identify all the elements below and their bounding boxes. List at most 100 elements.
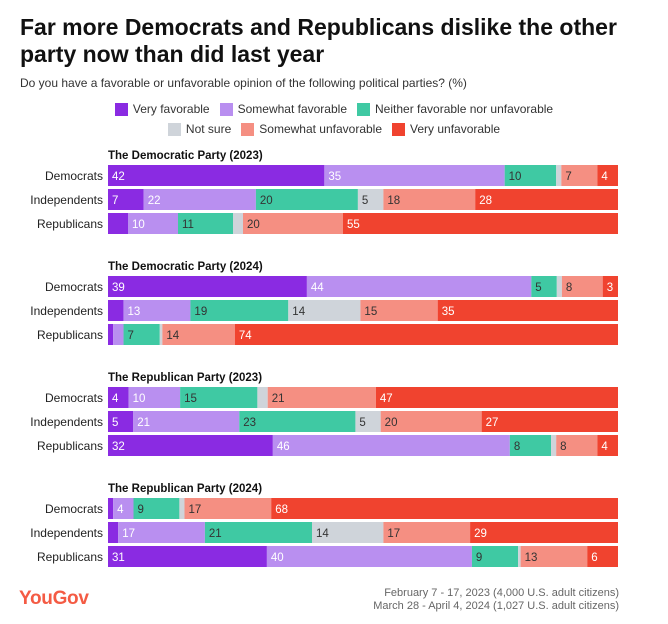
- data-label: 29: [474, 528, 487, 540]
- data-label: 7: [112, 195, 118, 207]
- data-label: 74: [239, 330, 252, 342]
- data-label: 39: [112, 282, 125, 294]
- data-label: 5: [362, 195, 368, 207]
- bar-segment: [556, 276, 562, 297]
- data-label: 21: [272, 393, 285, 405]
- bar-segment: [375, 387, 618, 408]
- legend-item-very-unfavorable: Very unfavorable: [392, 122, 500, 136]
- bar-segment: [255, 189, 358, 210]
- bar-segment: [143, 189, 256, 210]
- row-label: Independents: [30, 415, 103, 429]
- source-line: March 28 - April 4, 2024 (1,027 U.S. adu…: [373, 600, 619, 612]
- data-label: 5: [359, 417, 365, 429]
- legend-label: Very favorable: [132, 102, 210, 116]
- legend-swatch: [357, 102, 370, 116]
- data-label: 55: [347, 219, 360, 231]
- data-label: 28: [479, 195, 492, 207]
- bar-segment: [243, 213, 343, 234]
- data-label: 14: [316, 528, 329, 540]
- bar-segment: [108, 165, 325, 186]
- data-label: 6: [591, 552, 597, 564]
- data-label: 20: [247, 219, 260, 231]
- data-label: 4: [117, 504, 124, 516]
- data-label: 5: [535, 282, 541, 294]
- bar-segment: [234, 324, 619, 345]
- row-label: Democrats: [45, 169, 103, 183]
- row-label: Independents: [30, 304, 103, 318]
- data-label: 10: [133, 393, 146, 405]
- legend-label: Very unfavorable: [410, 122, 501, 136]
- row-label: Republicans: [37, 550, 103, 564]
- data-label: 15: [184, 393, 197, 405]
- bar-segment: [108, 300, 124, 321]
- bar-segment: [190, 300, 289, 321]
- data-label: 46: [277, 441, 290, 453]
- bar-segment: [520, 546, 588, 567]
- bar-segment: [272, 435, 510, 456]
- data-label: 11: [182, 219, 194, 231]
- bar-segment: [133, 411, 240, 432]
- data-label: 9: [138, 504, 144, 516]
- data-label: 7: [128, 330, 134, 342]
- bar-segment: [504, 165, 557, 186]
- data-label: 14: [292, 306, 305, 318]
- data-label: 17: [122, 528, 135, 540]
- legend-item-somewhat-unfavorable: Somewhat unfavorable: [241, 122, 382, 136]
- bar-segment: [180, 387, 258, 408]
- row-label: Independents: [30, 526, 103, 540]
- bar-segment: [113, 498, 134, 519]
- bar-segment: [551, 435, 557, 456]
- data-label: 68: [275, 504, 288, 516]
- source-note: February 7 - 17, 2023 (4,000 U.S. adult …: [373, 587, 619, 613]
- data-label: 17: [387, 528, 400, 540]
- bar-segment: [481, 411, 618, 432]
- bar-segment: [355, 411, 381, 432]
- bar-segment: [383, 189, 476, 210]
- legend-swatch: [241, 122, 255, 136]
- data-label: 23: [243, 417, 256, 429]
- bar-segment: [178, 213, 233, 234]
- bar-segment: [360, 300, 438, 321]
- data-label: 35: [328, 171, 341, 183]
- row-label: Democrats: [45, 280, 103, 294]
- data-label: 42: [112, 171, 125, 183]
- bar-segment: [312, 522, 384, 543]
- bar-segment: [128, 387, 181, 408]
- data-label: 18: [387, 195, 400, 207]
- data-label: 4: [601, 171, 608, 183]
- bar-segment: [597, 165, 618, 186]
- legend-swatch: [392, 122, 406, 136]
- data-label: 21: [137, 417, 150, 429]
- data-label: 7: [565, 171, 571, 183]
- data-label: 20: [260, 195, 273, 207]
- data-label: 13: [127, 306, 140, 318]
- bar-segment: [108, 189, 144, 210]
- bar-segment: [556, 435, 598, 456]
- bar-segment: [108, 213, 128, 234]
- row-label: Democrats: [45, 391, 103, 405]
- data-label: 9: [476, 552, 482, 564]
- bar-segment: [162, 324, 235, 345]
- bar-segment: [257, 387, 268, 408]
- legend-item-somewhat-favorable: Somewhat favorable: [219, 102, 347, 116]
- bar-segment: [475, 189, 618, 210]
- bar-segment: [587, 546, 618, 567]
- data-label: 10: [132, 219, 145, 231]
- bar-segment: [471, 546, 519, 567]
- legend-item-very-favorable: Very favorable: [114, 102, 210, 116]
- bar-segment: [306, 276, 532, 297]
- bar-segment: [288, 300, 361, 321]
- legend-label: Somewhat unfavorable: [259, 122, 383, 136]
- bar-segment: [179, 498, 185, 519]
- data-label: 4: [112, 393, 119, 405]
- data-label: 14: [166, 330, 179, 342]
- bar-segment: [233, 213, 243, 234]
- bar-segment: [561, 165, 598, 186]
- bar-segment: [437, 300, 618, 321]
- row-label: Independents: [30, 193, 103, 207]
- bar-segment: [108, 387, 129, 408]
- bar-segment: [108, 498, 114, 519]
- bar-segment: [267, 387, 376, 408]
- bar-segment: [108, 411, 134, 432]
